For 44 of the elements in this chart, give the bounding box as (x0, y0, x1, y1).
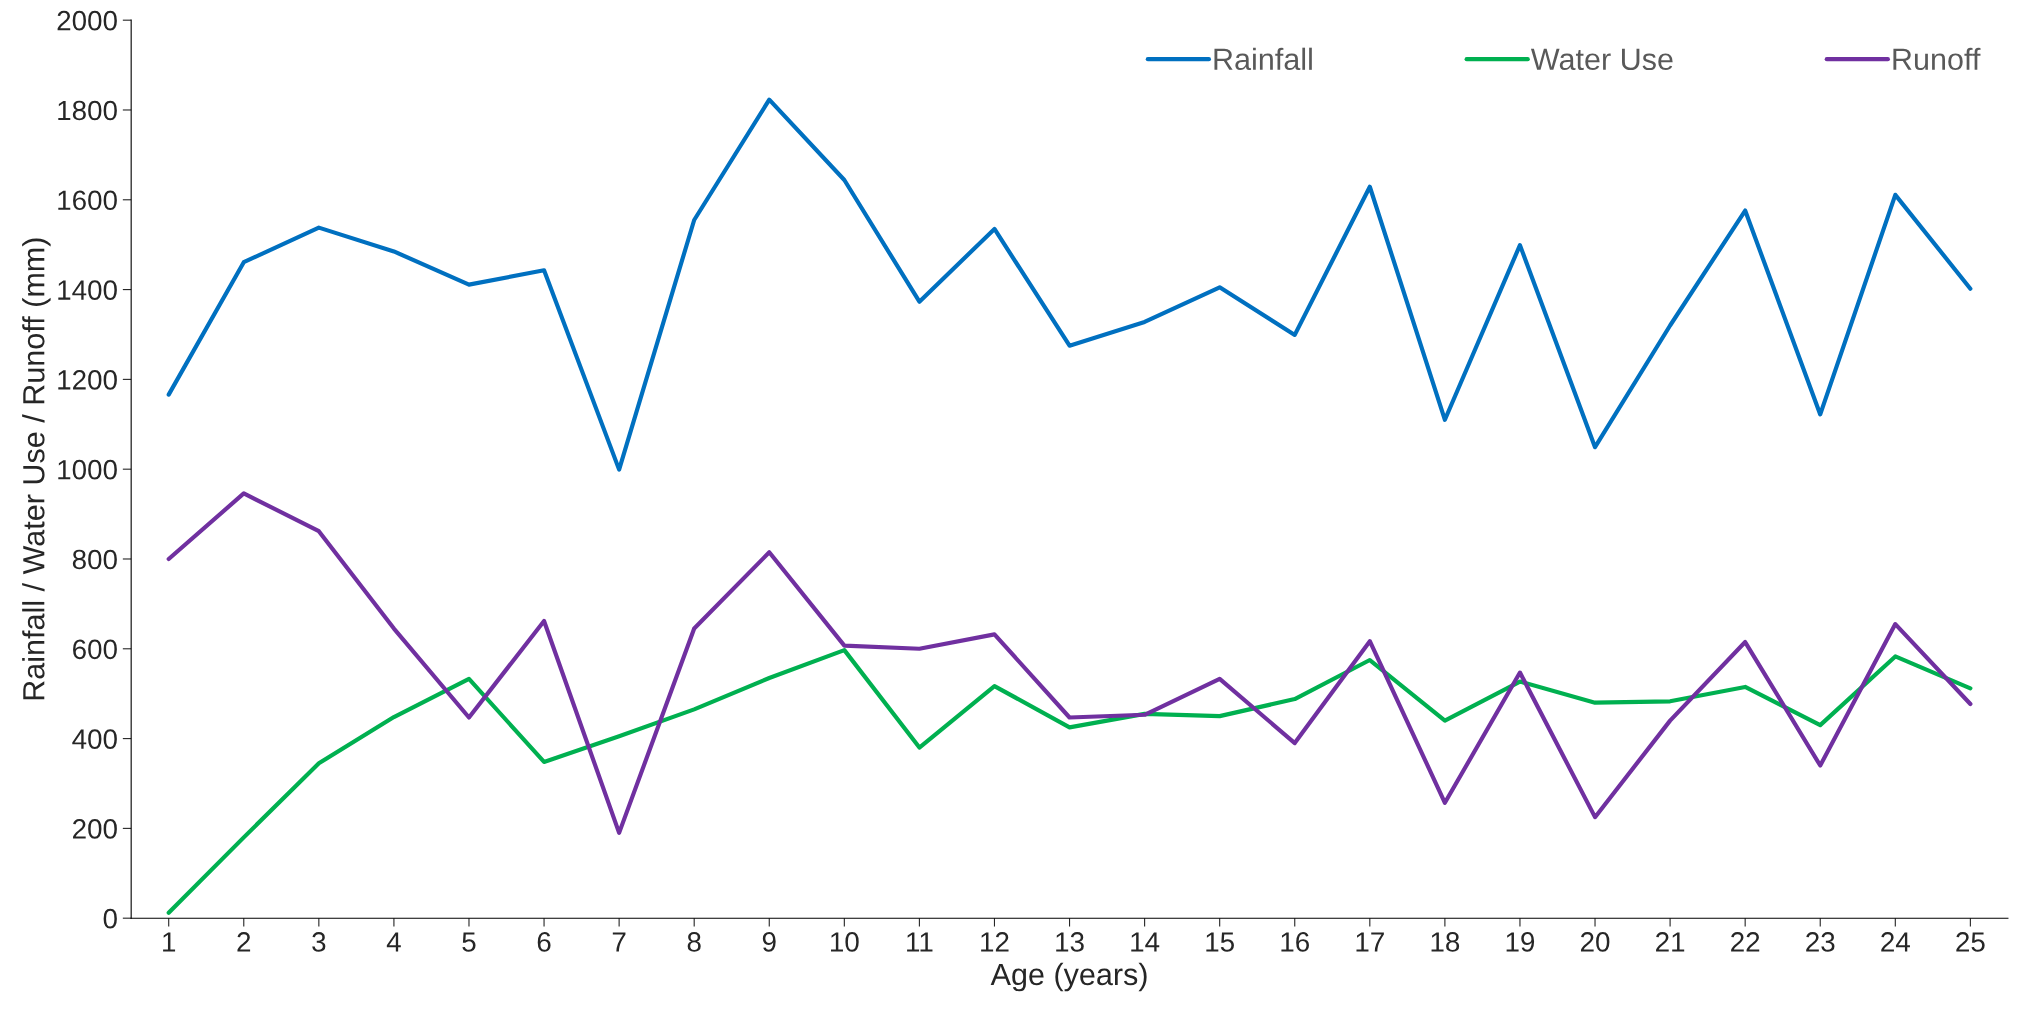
y-tick-label: 200 (73, 819, 117, 839)
legend-label: Water Use (1530, 48, 1673, 71)
x-tick-label: 14 (1131, 932, 1160, 952)
x-tick-label: 22 (1731, 932, 1760, 952)
x-tick-label: 24 (1881, 932, 1910, 952)
y-tick-label: 600 (73, 639, 117, 660)
x-tick-label: 5 (462, 932, 476, 952)
x-tick-label: 18 (1431, 932, 1460, 952)
x-tick-label: 8 (687, 932, 701, 952)
x-tick-label: 13 (1056, 932, 1084, 952)
y-tick-label: 1600 (58, 190, 117, 211)
x-tick-label: 23 (1806, 932, 1835, 952)
y-tick-label: 400 (72, 729, 117, 749)
y-tick-label: 1000 (58, 459, 117, 480)
x-tick-label: 12 (981, 932, 1009, 952)
line-series (166, 491, 1973, 835)
line-series (166, 648, 1973, 915)
x-tick-label: 6 (537, 932, 551, 952)
x-tick-label: 2 (237, 932, 251, 952)
x-tick-label: 19 (1506, 932, 1535, 952)
legend-label: Runoff (1893, 47, 1981, 71)
line-series (166, 97, 1973, 472)
y-tick-label: 800 (72, 549, 117, 570)
x-tick-label: 10 (831, 932, 859, 952)
legend-label: Rainfall (1214, 47, 1312, 71)
x-tick-label: 11 (907, 932, 933, 952)
x-tick-label: 1 (163, 932, 176, 952)
x-tick-label: 3 (312, 932, 326, 952)
y-tick-label: 1400 (58, 280, 117, 300)
y-tick-label: 1800 (58, 100, 117, 121)
y-tick-label: 1200 (58, 370, 117, 390)
x-tick-label: 21 (1656, 932, 1685, 952)
x-tick-label: 9 (762, 932, 776, 952)
x-tick-label: 16 (1281, 932, 1309, 952)
x-tick-label: 4 (386, 932, 401, 952)
x-tick-label: 15 (1206, 932, 1234, 952)
y-tick-label: 2000 (57, 10, 117, 31)
x-tick-label: 20 (1580, 932, 1610, 952)
y-axis-title: Rainfall / Water Use / Runoff (mm) (22, 238, 51, 700)
y-tick-label: 0 (103, 908, 117, 929)
x-tick-label: 17 (1356, 932, 1384, 952)
x-tick-label: 25 (1956, 932, 1985, 952)
x-tick-label: 7 (612, 932, 626, 952)
x-axis-title: Age (years) (990, 962, 1147, 992)
